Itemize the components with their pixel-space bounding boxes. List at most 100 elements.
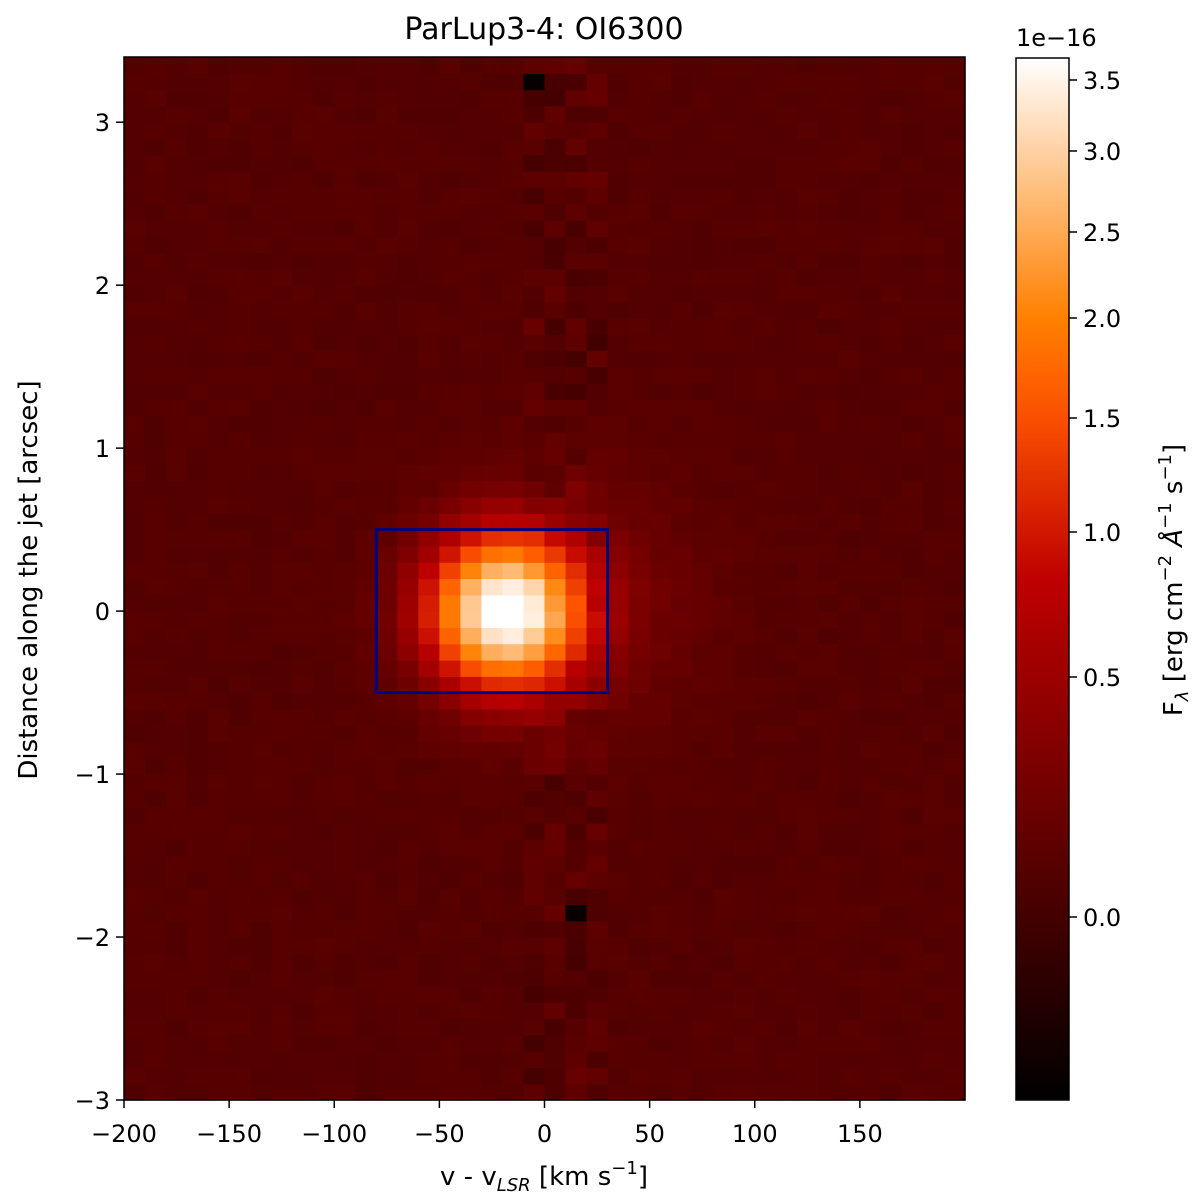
heatmap-cell (334, 219, 356, 237)
heatmap-cell (271, 317, 293, 335)
heatmap-cell (754, 822, 777, 840)
heatmap-cell (691, 855, 714, 873)
heatmap-cell (313, 1034, 335, 1052)
heatmap-cell (397, 578, 419, 596)
heatmap-cell (943, 920, 966, 938)
heatmap-cell (838, 89, 861, 107)
heatmap-cell (502, 399, 525, 417)
heatmap-cell (943, 1018, 966, 1036)
heatmap-cell (124, 268, 146, 286)
heatmap-cell (523, 659, 546, 677)
heatmap-cell (733, 692, 756, 710)
heatmap-cell (691, 1002, 714, 1020)
heatmap-cell (754, 366, 777, 384)
heatmap-cell (313, 203, 335, 221)
heatmap-cell (712, 497, 735, 514)
x-tick-label: 100 (732, 1120, 778, 1148)
heatmap-cell (880, 513, 903, 531)
heatmap-cell (271, 822, 293, 840)
heatmap-cell (544, 985, 567, 1003)
heatmap-cell (418, 187, 440, 205)
heatmap-cell (460, 154, 483, 172)
heatmap-cell (439, 725, 462, 743)
heatmap-cell (481, 285, 504, 303)
heatmap-cell (859, 334, 882, 351)
heatmap-cell (271, 464, 293, 482)
heatmap-cell (670, 676, 693, 694)
heatmap-cell (544, 187, 567, 205)
heatmap-cell (712, 627, 735, 645)
heatmap-cell (838, 839, 861, 857)
heatmap-cell (628, 415, 651, 433)
heatmap-cell (355, 57, 377, 74)
heatmap-cell (124, 1034, 146, 1052)
heatmap-cell (901, 154, 924, 172)
heatmap-cell (418, 1002, 440, 1020)
heatmap-cell (418, 659, 440, 677)
heatmap-cell (208, 203, 230, 221)
heatmap-cell (733, 888, 756, 906)
heatmap-cell (334, 708, 356, 726)
heatmap-cell (796, 187, 819, 205)
heatmap-cell (754, 790, 777, 808)
heatmap-cell (313, 839, 335, 857)
heatmap-cell (355, 350, 377, 368)
heatmap-cell (271, 219, 293, 237)
heatmap-cell (628, 806, 651, 824)
heatmap-cell (334, 122, 356, 140)
heatmap-cell (649, 562, 672, 580)
heatmap-cell (334, 138, 356, 156)
heatmap-cell (376, 1018, 398, 1036)
heatmap-cell (145, 871, 167, 889)
heatmap-cell (880, 57, 903, 74)
heatmap-cell (124, 1002, 146, 1020)
heatmap-cell (649, 187, 672, 205)
heatmap-cell (670, 871, 693, 889)
heatmap-cell (397, 806, 419, 824)
heatmap-cell (817, 1083, 840, 1101)
heatmap-cell (439, 89, 462, 107)
heatmap-cell (124, 138, 146, 156)
heatmap-cell (271, 1034, 293, 1052)
heatmap-cell (691, 562, 714, 580)
heatmap-cell (670, 708, 693, 726)
heatmap-cell (250, 725, 272, 743)
heatmap-cell (313, 1051, 335, 1069)
heatmap-cell (481, 480, 504, 498)
heatmap-cell (796, 920, 819, 938)
heatmap-cell (733, 399, 756, 417)
heatmap-cell (145, 366, 167, 384)
heatmap-cell (712, 562, 735, 580)
heatmap-cell (712, 1083, 735, 1101)
heatmap-cell (523, 692, 546, 710)
heatmap-cell (418, 171, 440, 188)
integration-box (374, 528, 610, 695)
heatmap-cell (355, 431, 377, 449)
heatmap-cell (649, 1083, 672, 1101)
heatmap-cell (166, 692, 188, 710)
heatmap-cell (943, 285, 966, 303)
heatmap-cell (124, 464, 146, 482)
heatmap-cell (775, 1034, 798, 1052)
heatmap-cell (922, 725, 945, 743)
heatmap-cell (523, 790, 546, 808)
heatmap-cell (208, 937, 230, 954)
heatmap-cell (418, 317, 440, 335)
heatmap-cell (250, 138, 272, 156)
heatmap-cell (208, 350, 230, 368)
heatmap-cell (250, 692, 272, 710)
heatmap-cell (145, 937, 167, 954)
heatmap-cell (271, 806, 293, 824)
heatmap-cell (145, 219, 167, 237)
heatmap-cell (649, 382, 672, 400)
heatmap-cell (376, 757, 398, 775)
heatmap-cell (859, 659, 882, 677)
heatmap-cell (334, 236, 356, 254)
heatmap-cell (166, 904, 188, 922)
heatmap-cell (922, 268, 945, 286)
heatmap-cell (859, 562, 882, 580)
heatmap-cell (901, 171, 924, 188)
heatmap-cell (460, 268, 483, 286)
heatmap-cell (901, 627, 924, 645)
